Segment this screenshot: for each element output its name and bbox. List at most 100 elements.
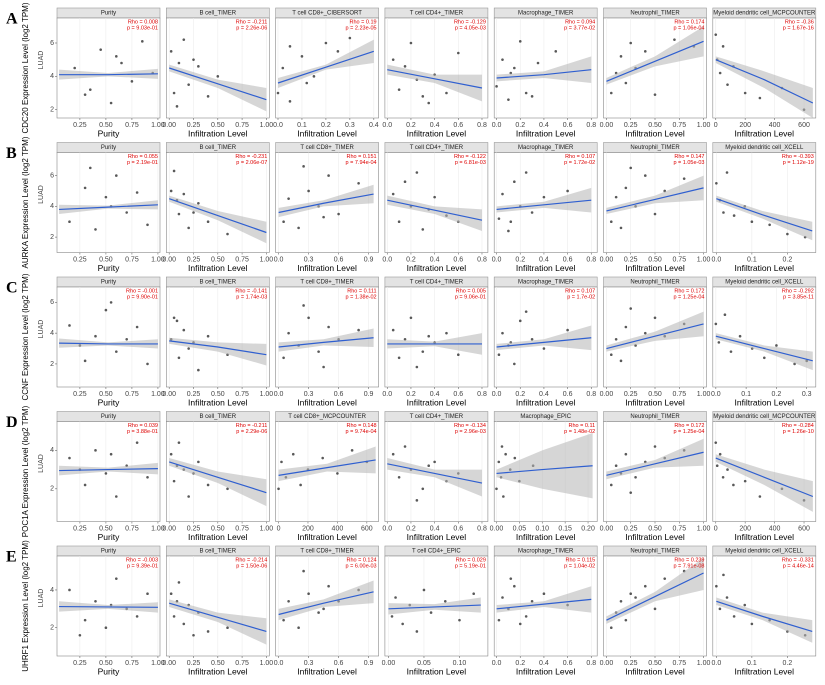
annotation: p = 9.03e-01	[127, 25, 158, 31]
point	[717, 341, 721, 344]
point	[743, 603, 747, 607]
point	[321, 456, 324, 460]
x-tick-label: 0.10	[535, 525, 549, 532]
point	[281, 66, 285, 70]
point	[722, 573, 725, 577]
panel-title: Myeloid dendritic cell_XCELL	[725, 145, 804, 151]
x-axis-label: Infiltration Level	[407, 128, 467, 138]
point	[282, 618, 285, 622]
x-tick-label: 0.1	[741, 391, 751, 398]
panel-title: Purity	[101, 145, 116, 151]
x-tick-label: 0.2	[515, 391, 525, 398]
x-tick-label: 1.00	[151, 660, 165, 667]
point	[206, 483, 210, 487]
x-axis-label: Purity	[98, 666, 120, 676]
confidence-band	[606, 557, 704, 624]
point	[192, 211, 195, 214]
point	[104, 626, 108, 629]
panel-title: T cell CD8+_CIBERSORT	[292, 11, 362, 17]
point	[504, 452, 507, 456]
confidence-band	[496, 187, 592, 213]
x-tick-label: 0.00	[382, 660, 396, 667]
point	[518, 622, 522, 626]
point	[175, 105, 179, 108]
point	[135, 615, 139, 618]
point	[322, 215, 325, 219]
x-tick-label: 0.2	[515, 660, 525, 667]
x-tick-label: 0.50	[99, 122, 113, 129]
x-tick-label: 400	[332, 525, 344, 532]
point	[513, 456, 517, 460]
point	[282, 356, 285, 360]
point	[614, 195, 618, 199]
x-tick-label: 0.25	[624, 525, 638, 532]
point	[501, 192, 504, 196]
x-axis-label: Infiltration Level	[407, 532, 467, 542]
point	[135, 325, 139, 329]
point	[182, 38, 186, 41]
x-tick-label: 0.2	[406, 256, 416, 263]
x-tick-label: 0.4	[539, 660, 549, 667]
y-tick-label: 6	[50, 172, 54, 179]
x-tick-label: 0.15	[558, 525, 572, 532]
point	[83, 359, 87, 363]
point	[629, 491, 633, 494]
point	[643, 331, 647, 335]
annotation: p = 1.06e-04	[673, 25, 704, 31]
annotation: p = 1.48e-02	[564, 429, 595, 435]
x-tick-label: 0.75	[235, 391, 249, 398]
panel-title: Macrophage_TIMER	[518, 280, 574, 286]
point	[115, 350, 118, 353]
point	[758, 96, 762, 100]
x-axis-label: Infiltration Level	[516, 397, 576, 407]
point	[609, 220, 613, 224]
annotation: Rho = 0.172	[674, 423, 704, 429]
point	[619, 226, 623, 230]
point	[554, 50, 558, 53]
point	[187, 347, 190, 350]
x-tick-label: 0.50	[99, 660, 113, 667]
x-axis-label: Infiltration Level	[516, 128, 576, 138]
point	[725, 596, 729, 599]
point	[125, 338, 129, 341]
x-tick-label: 0.6	[563, 660, 573, 667]
x-tick-label: 0.6	[453, 391, 463, 398]
x-tick-label: 0.2	[321, 122, 331, 129]
x-tick-label: 0.0	[711, 256, 721, 263]
point	[415, 499, 419, 502]
point	[348, 36, 352, 40]
confidence-band	[277, 39, 374, 88]
annotation: Rho = 0.239	[674, 557, 704, 563]
fit-line	[278, 193, 374, 214]
point	[350, 449, 354, 452]
y-tick-label: 2	[50, 486, 54, 493]
point	[187, 226, 190, 230]
annotation: Rho = -0.214	[235, 557, 267, 563]
point	[73, 66, 76, 70]
x-tick-label: 1.00	[151, 122, 165, 129]
point	[94, 449, 97, 452]
point	[94, 599, 97, 603]
point	[187, 83, 190, 86]
x-tick-label: 0.00	[600, 391, 614, 398]
point	[750, 220, 754, 224]
point	[768, 223, 771, 227]
point	[718, 71, 722, 75]
point	[403, 180, 407, 184]
fit-line	[606, 40, 704, 82]
point	[130, 80, 134, 83]
point	[78, 633, 82, 637]
panel-title: Myeloid dendritic cell_XCELL	[725, 549, 804, 555]
x-tick-label: 0.9	[364, 660, 374, 667]
point	[501, 58, 504, 61]
fit-line	[387, 69, 483, 89]
point	[226, 626, 229, 629]
cancer-label: LUAD	[38, 320, 45, 339]
point	[197, 368, 200, 372]
x-tick-label: 0.9	[364, 256, 374, 263]
fit-line	[606, 451, 704, 476]
x-tick-label: 1.00	[260, 391, 274, 398]
x-axis-label: Infiltration Level	[407, 397, 467, 407]
point	[397, 220, 401, 224]
annotation: p = 1.26e-10	[783, 429, 814, 435]
